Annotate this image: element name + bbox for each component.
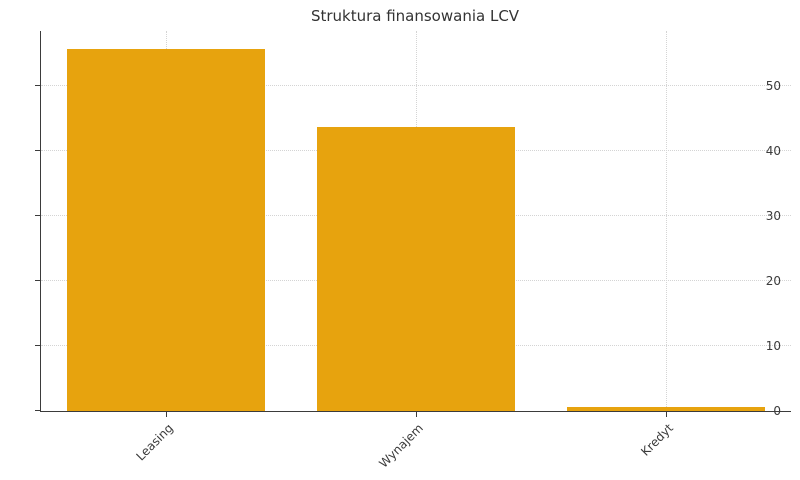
x-tick-label: Wynajem [376,421,426,471]
y-axis-tick [35,345,40,347]
y-tick-label: 10 [765,339,781,354]
plot-area: 0 10 20 30 40 50 Leasing Wynajem Kredyt [35,31,791,471]
y-axis-tick [35,215,40,217]
x-tick-label: Leasing [133,421,176,464]
chart-title: Struktura finansowania LCV [310,7,520,25]
y-axis-tick [35,85,40,87]
bar-leasing [67,49,265,411]
bar-wynajem [317,127,515,411]
x-axis-tick [416,412,417,417]
y-tick-label: 50 [765,79,781,94]
y-axis-tick [35,410,40,411]
bar-kredyt [567,407,765,411]
y-tick-label: 40 [765,144,781,159]
y-tick-label: 0 [773,404,781,418]
x-axis-tick [166,412,167,417]
y-tick-label: 30 [765,209,781,224]
gridline-vertical [666,31,667,411]
y-axis-tick [35,150,40,152]
y-axis-tick [35,280,40,282]
x-tick-label: Kredyt [638,421,676,459]
y-tick-label: 20 [765,274,781,289]
x-axis-tick [666,412,667,417]
